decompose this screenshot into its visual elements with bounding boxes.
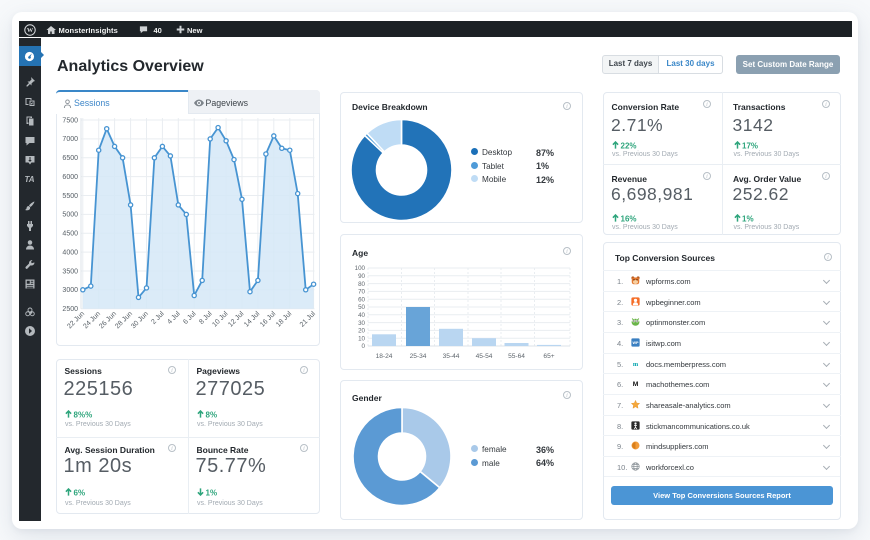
svg-text:80: 80 [358, 281, 365, 288]
svg-text:10: 10 [358, 335, 365, 342]
svg-text:21 Jul: 21 Jul [299, 310, 317, 328]
svg-text:5000: 5000 [62, 212, 78, 219]
svg-text:16 Jul: 16 Jul [259, 310, 277, 328]
svg-text:6500: 6500 [62, 155, 78, 162]
svg-text:4000: 4000 [62, 249, 78, 256]
svg-text:0: 0 [362, 343, 366, 350]
svg-text:90: 90 [358, 273, 365, 280]
svg-text:4 Jul: 4 Jul [166, 310, 182, 326]
svg-text:7000: 7000 [62, 136, 78, 143]
svg-text:70: 70 [358, 289, 365, 296]
svg-text:6 Jul: 6 Jul [182, 310, 198, 326]
svg-text:18-24: 18-24 [376, 353, 393, 360]
svg-text:60: 60 [358, 296, 365, 303]
svg-text:55-64: 55-64 [508, 353, 525, 360]
svg-text:3000: 3000 [62, 287, 78, 294]
svg-text:5500: 5500 [62, 193, 78, 200]
svg-text:20: 20 [358, 328, 365, 335]
svg-text:W: W [26, 27, 33, 34]
svg-text:M: M [633, 381, 639, 388]
svg-text:10 Jul: 10 Jul [211, 310, 229, 328]
svg-text:35-44: 35-44 [443, 353, 460, 360]
svg-text:25-34: 25-34 [410, 353, 427, 360]
svg-text:65+: 65+ [543, 353, 554, 360]
svg-text:2 Jul: 2 Jul [150, 310, 166, 326]
svg-text:40: 40 [358, 312, 365, 319]
svg-text:12 Jul: 12 Jul [227, 310, 245, 328]
svg-text:30: 30 [358, 320, 365, 327]
svg-text:50: 50 [358, 304, 365, 311]
svg-text:2500: 2500 [62, 306, 78, 313]
svg-text:6000: 6000 [62, 174, 78, 181]
svg-text:4500: 4500 [62, 231, 78, 238]
svg-text:m: m [633, 360, 639, 367]
svg-text:30 Jun: 30 Jun [130, 310, 150, 330]
svg-text:7500: 7500 [62, 117, 78, 124]
svg-text:100: 100 [355, 265, 366, 272]
svg-text:18 Jul: 18 Jul [275, 310, 293, 328]
svg-text:45-54: 45-54 [476, 353, 493, 360]
svg-text:WP: WP [632, 341, 639, 345]
svg-text:3500: 3500 [62, 268, 78, 275]
svg-text:14 Jul: 14 Jul [243, 310, 261, 328]
